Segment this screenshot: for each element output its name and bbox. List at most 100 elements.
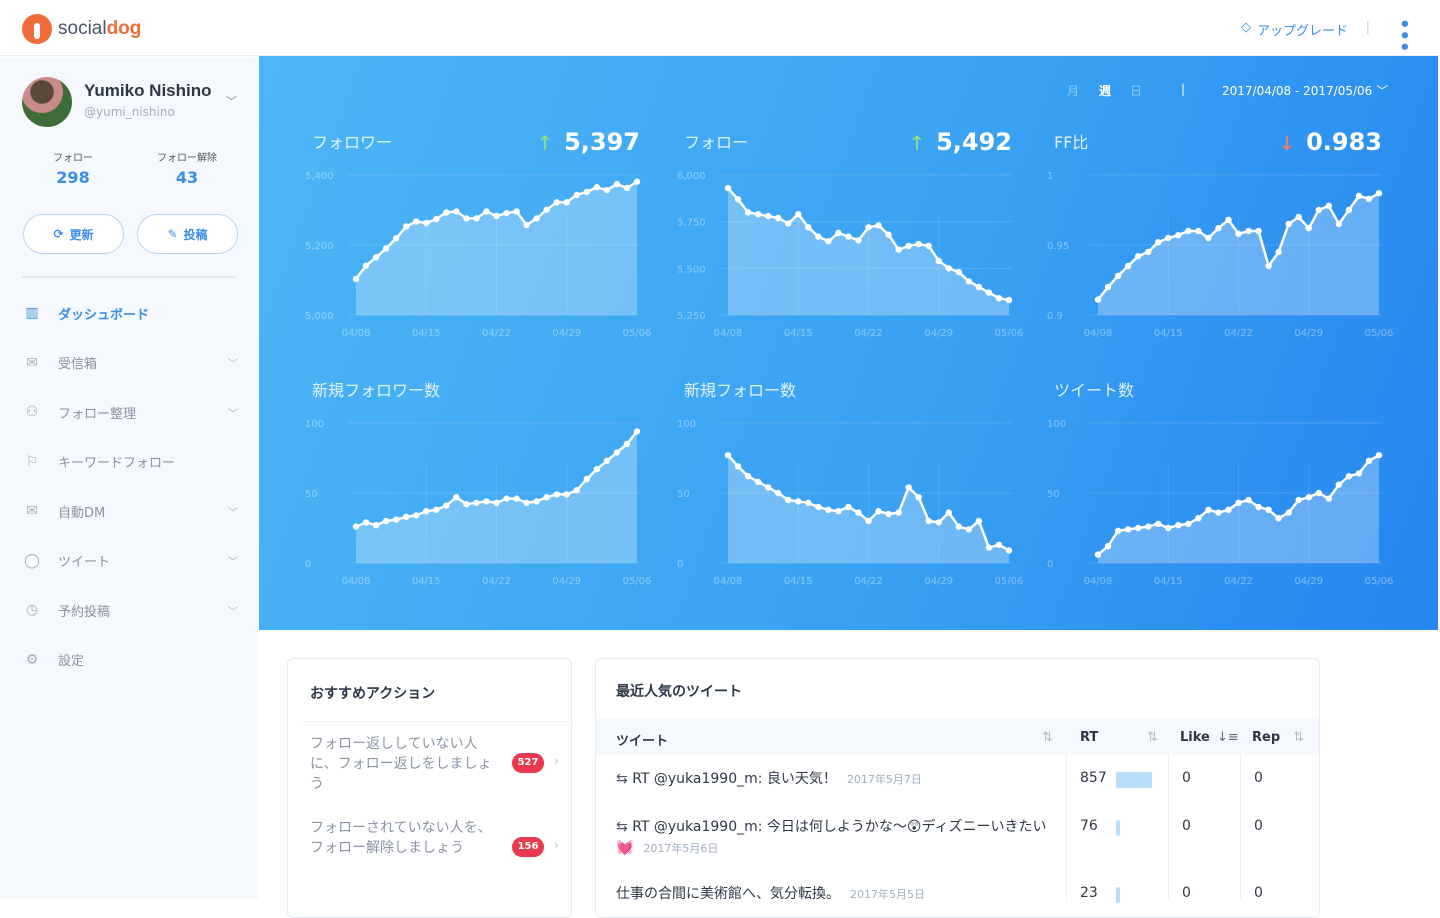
data-point[interactable] — [724, 452, 732, 459]
data-point[interactable] — [443, 209, 450, 216]
data-point[interactable] — [995, 295, 1003, 302]
column-header-rep[interactable]: Rep — [1252, 730, 1281, 745]
data-point[interactable] — [895, 246, 902, 253]
data-point[interactable] — [1215, 509, 1222, 516]
data-point[interactable] — [1144, 523, 1152, 530]
data-point[interactable] — [483, 498, 490, 505]
data-point[interactable] — [905, 242, 912, 250]
table-row[interactable]: ⇆ RT @yuka1990_m: 今日は何しようかな〜😲ディズニーいきたい💓 2… — [596, 817, 1319, 867]
data-point[interactable] — [985, 544, 993, 551]
data-point[interactable] — [865, 517, 872, 525]
data-point[interactable] — [553, 491, 560, 498]
table-row[interactable]: ⇆ RT @yuka1990_m: 良い天気！ 2017年5月7日 857 0 0 — [596, 769, 1319, 819]
data-point[interactable] — [1175, 232, 1182, 239]
data-point[interactable] — [1365, 457, 1373, 464]
period-month-tab[interactable]: 月 — [1067, 84, 1080, 98]
data-point[interactable] — [975, 517, 983, 525]
data-point[interactable] — [795, 498, 802, 505]
data-point[interactable] — [915, 494, 922, 501]
data-point[interactable] — [1155, 520, 1162, 527]
data-point[interactable] — [603, 457, 611, 464]
data-point[interactable] — [372, 254, 380, 261]
column-header-rt[interactable]: RT — [1080, 730, 1099, 745]
data-point[interactable] — [362, 519, 370, 526]
data-point[interactable] — [603, 186, 611, 194]
data-point[interactable] — [855, 509, 862, 516]
data-point[interactable] — [593, 184, 601, 191]
data-point[interactable] — [754, 211, 762, 218]
data-point[interactable] — [724, 184, 732, 192]
data-point[interactable] — [1325, 202, 1333, 209]
data-point[interactable] — [825, 506, 832, 513]
data-point[interactable] — [493, 212, 500, 220]
data-point[interactable] — [1275, 515, 1282, 522]
data-point[interactable] — [1205, 234, 1212, 242]
data-point[interactable] — [413, 512, 420, 519]
data-point[interactable] — [915, 240, 922, 248]
data-point[interactable] — [1185, 520, 1192, 527]
data-point[interactable] — [995, 541, 1003, 548]
data-point[interactable] — [392, 235, 400, 242]
data-point[interactable] — [392, 516, 400, 523]
data-point[interactable] — [533, 498, 540, 505]
sort-icon[interactable]: ⇅ — [1147, 730, 1158, 745]
data-point[interactable] — [1094, 296, 1102, 303]
data-point[interactable] — [885, 231, 892, 238]
sidebar-item[interactable]: ⚙ 設定 — [0, 640, 258, 680]
data-point[interactable] — [1245, 227, 1252, 235]
data-point[interactable] — [1185, 227, 1192, 235]
data-point[interactable] — [623, 440, 631, 448]
data-point[interactable] — [352, 275, 360, 283]
data-point[interactable] — [1124, 262, 1132, 270]
sidebar-item[interactable]: ✉ 受信箱 ﹀ — [0, 343, 258, 383]
data-point[interactable] — [785, 496, 792, 504]
more-menu-icon[interactable]: ••• — [1393, 18, 1414, 53]
data-point[interactable] — [955, 268, 963, 276]
data-point[interactable] — [533, 215, 540, 222]
data-point[interactable] — [1275, 248, 1282, 256]
sidebar-item[interactable]: ◷ 予約投稿 ﹀ — [0, 590, 258, 630]
data-point[interactable] — [1375, 190, 1383, 197]
data-point[interactable] — [433, 506, 440, 513]
data-point[interactable] — [453, 494, 460, 501]
data-point[interactable] — [1355, 470, 1363, 477]
data-point[interactable] — [1005, 296, 1013, 304]
data-point[interactable] — [483, 208, 490, 215]
data-point[interactable] — [965, 526, 973, 533]
data-point[interactable] — [985, 289, 993, 296]
action-item[interactable]: フォローされていない人を、フォロー解除しましょう 156 › — [288, 818, 573, 888]
data-point[interactable] — [1235, 230, 1242, 237]
period-day-tab[interactable]: 日 — [1130, 84, 1143, 98]
data-point[interactable] — [795, 211, 802, 218]
data-point[interactable] — [1165, 524, 1172, 532]
data-point[interactable] — [513, 208, 520, 215]
column-header-tweet[interactable]: ツイート — [616, 734, 669, 749]
refresh-button[interactable]: ⟳ 更新 — [23, 214, 124, 254]
data-point[interactable] — [845, 233, 852, 240]
data-point[interactable] — [895, 509, 902, 516]
data-point[interactable] — [805, 499, 812, 506]
data-point[interactable] — [1335, 481, 1343, 488]
data-point[interactable] — [1104, 543, 1112, 550]
data-point[interactable] — [513, 495, 520, 502]
data-point[interactable] — [1215, 225, 1222, 232]
data-point[interactable] — [563, 491, 570, 498]
data-point[interactable] — [1155, 239, 1162, 246]
data-point[interactable] — [734, 463, 742, 470]
data-point[interactable] — [1285, 509, 1292, 516]
data-point[interactable] — [815, 233, 822, 240]
data-point[interactable] — [774, 489, 782, 497]
data-point[interactable] — [433, 215, 440, 223]
data-point[interactable] — [1114, 272, 1122, 279]
data-point[interactable] — [1305, 225, 1312, 232]
data-point[interactable] — [925, 517, 932, 525]
data-point[interactable] — [1295, 213, 1302, 221]
data-point[interactable] — [1005, 547, 1013, 554]
chevron-down-icon[interactable]: ﹀ — [226, 95, 237, 108]
upgrade-button[interactable]: ◇ アップグレード — [1241, 20, 1348, 39]
sidebar-item[interactable]: ◯ ツイート ﹀ — [0, 541, 258, 581]
data-point[interactable] — [1315, 489, 1322, 497]
data-point[interactable] — [633, 178, 641, 185]
data-point[interactable] — [573, 191, 580, 199]
data-point[interactable] — [815, 503, 822, 511]
